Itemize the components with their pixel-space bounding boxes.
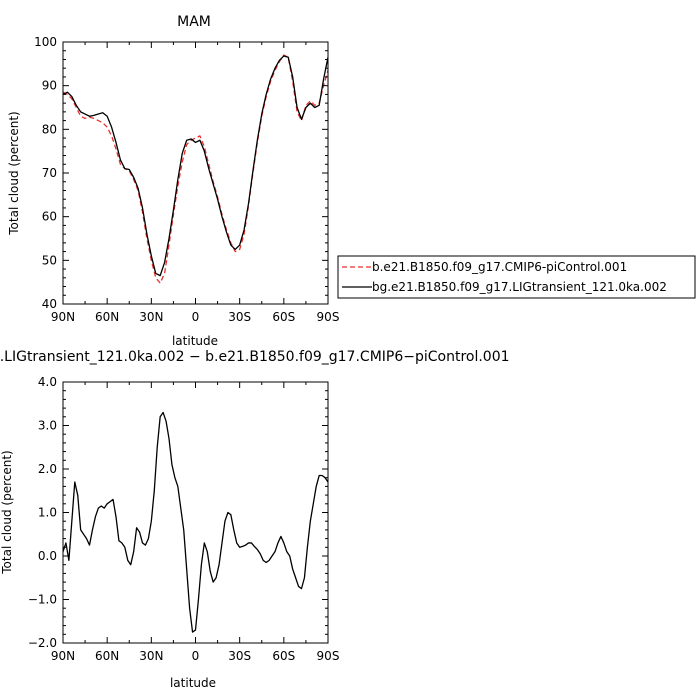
x-tick-label: 90S — [317, 310, 340, 324]
chart-bottom-y-label: Total cloud (percent) — [0, 450, 14, 574]
y-tick-label: 0.0 — [38, 549, 57, 563]
y-tick-label: 60 — [42, 210, 57, 224]
series-line-difference — [62, 411, 329, 633]
chart-bottom-title: bg.e21.B1850.f09_g17.LIGtransient_121.0k… — [0, 349, 510, 365]
x-tick-label: 90N — [51, 310, 75, 324]
x-tick-label: 60N — [95, 310, 119, 324]
chart-top-title: MAM — [177, 14, 211, 30]
chart-top-y-label: Total cloud (percent) — [7, 111, 21, 235]
chart-bottom-panel: bg.e21.B1850.f09_g17.LIGtransient_121.0k… — [0, 349, 510, 690]
series-line-piControl — [62, 54, 329, 284]
y-tick-label: 3.0 — [38, 419, 57, 433]
x-tick-label: 60S — [272, 310, 295, 324]
x-tick-label: 90S — [317, 649, 340, 663]
series-line-LIGtransient — [62, 55, 329, 277]
y-tick-label: 100 — [34, 35, 57, 49]
x-tick-label: 0 — [192, 310, 200, 324]
y-tick-label: −2.0 — [28, 636, 57, 650]
x-tick-label: 30N — [139, 649, 163, 663]
chart-top-panel: MAM 90N 60N 30N 0 30S 60S 90S 405060708090100 … — [7, 14, 339, 348]
legend: b.e21.B1850.f09_g17.CMIP6-piControl.001 … — [337, 255, 696, 299]
chart-top-frame — [62, 41, 329, 305]
x-tick-label: 60N — [95, 649, 119, 663]
y-tick-label: 50 — [42, 253, 57, 267]
legend-box — [337, 255, 696, 299]
y-tick-label: 1.0 — [38, 506, 57, 520]
x-tick-label: 30S — [228, 649, 251, 663]
x-tick-label: 0 — [192, 649, 200, 663]
y-tick-label: 80 — [42, 122, 57, 136]
legend-label-LIGtransient: bg.e21.B1850.f09_g17.LIGtransient_121.0k… — [372, 280, 667, 294]
y-tick-label: 40 — [42, 297, 57, 311]
chart-bottom-frame — [62, 381, 329, 644]
chart-top-x-label: latitude — [172, 334, 218, 348]
y-tick-label: −1.0 — [28, 593, 57, 607]
y-tick-label: 4.0 — [38, 375, 57, 389]
x-tick-label: 30N — [139, 310, 163, 324]
x-tick-label: 90N — [51, 649, 75, 663]
legend-label-piControl: b.e21.B1850.f09_g17.CMIP6-piControl.001 — [372, 260, 627, 274]
x-tick-label: 60S — [272, 649, 295, 663]
x-tick-label: 30S — [228, 310, 251, 324]
y-tick-label: 2.0 — [38, 462, 57, 476]
chart-bottom-x-label: latitude — [170, 676, 216, 690]
y-tick-label: 70 — [42, 166, 57, 180]
y-tick-label: 90 — [42, 79, 57, 93]
